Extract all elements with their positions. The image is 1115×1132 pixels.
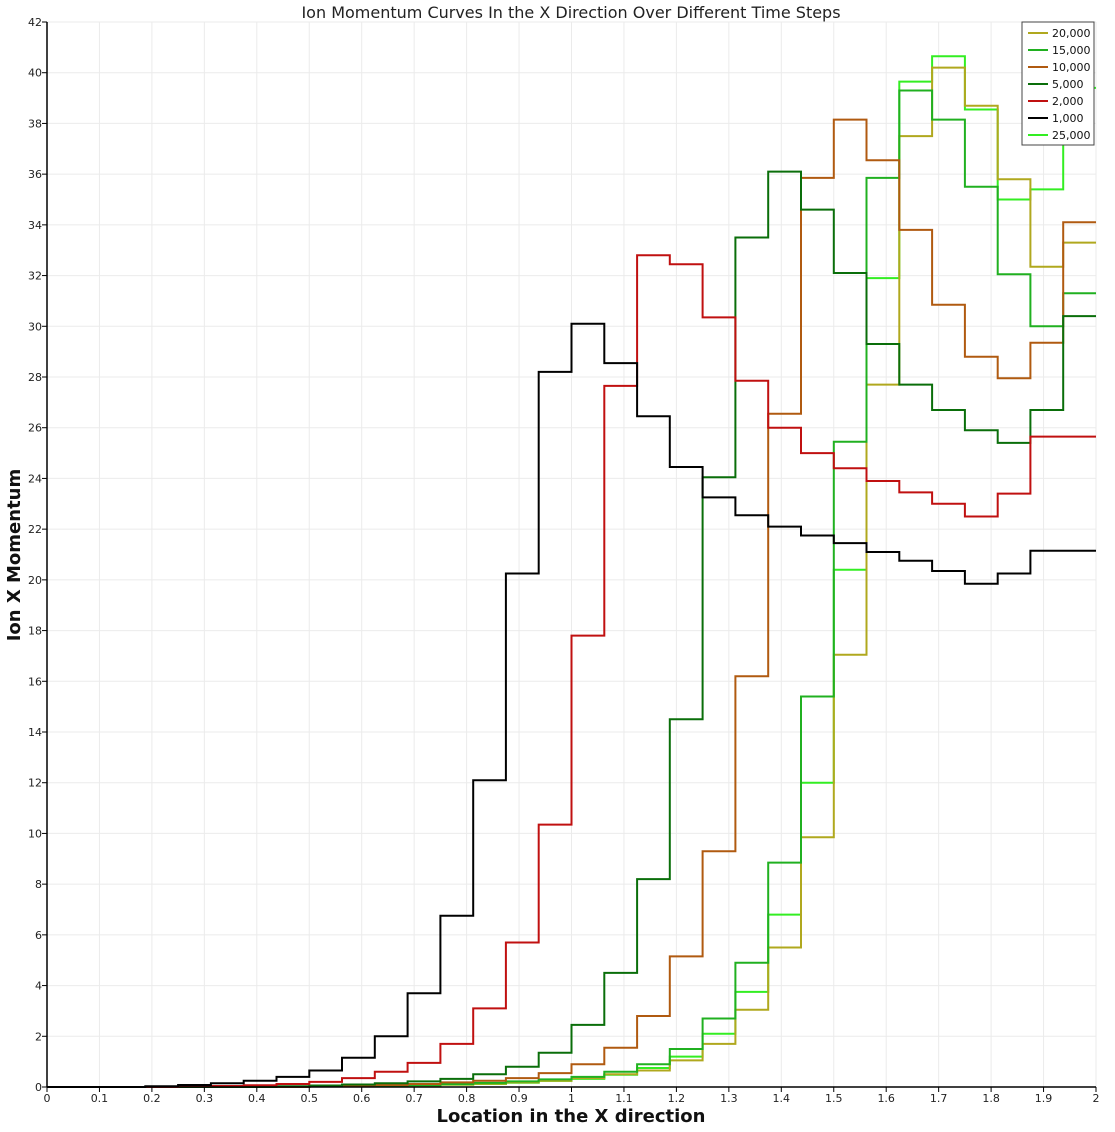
legend: 20,000 15,000 10,000 5,000 2,000 1,000 25,000: [1021, 21, 1095, 146]
x-tick-label: 1.6: [877, 1092, 895, 1105]
y-axis-label: Ion X Momentum: [4, 469, 25, 642]
y-tick-label: 6: [35, 929, 42, 942]
y-tick-label: 10: [28, 827, 42, 840]
x-tick-label: 2: [1093, 1092, 1100, 1105]
x-tick-label: 1.5: [825, 1092, 843, 1105]
x-tick-label: 0.1: [91, 1092, 109, 1105]
y-tick-label: 34: [28, 219, 42, 232]
legend-entry: 5,000: [1052, 78, 1084, 91]
legend-entry: 25,000: [1052, 129, 1091, 142]
y-tick-label: 12: [28, 777, 42, 790]
y-tick-label: 38: [28, 117, 42, 130]
x-tick-label: 0.2: [143, 1092, 161, 1105]
y-tick-label: 36: [28, 168, 42, 181]
y-tick-label: 18: [28, 625, 42, 638]
y-tick-label: 2: [35, 1030, 42, 1043]
y-tick-label: 26: [28, 422, 42, 435]
x-tick-label: 1.7: [930, 1092, 948, 1105]
x-tick-label: 0.3: [196, 1092, 214, 1105]
x-tick-label: 1.1: [615, 1092, 633, 1105]
x-tick-label: 0.4: [248, 1092, 266, 1105]
y-tick-label: 0: [35, 1081, 42, 1094]
x-tick-label: 0.6: [353, 1092, 371, 1105]
series-line-2000: [47, 254, 1096, 1088]
x-tick-label: 1: [568, 1092, 575, 1105]
x-axis-label: Location in the X direction: [437, 1106, 706, 1127]
y-tick-label: 24: [28, 472, 42, 485]
x-tick-label: 0.7: [405, 1092, 423, 1105]
series-line-5000: [47, 170, 1096, 1088]
grid-lines: [46, 21, 1097, 1088]
x-tick-label: 1.9: [1035, 1092, 1053, 1105]
y-tick-label: 20: [28, 574, 42, 587]
legend-entry: 10,000: [1052, 61, 1091, 74]
y-tick-label: 30: [28, 320, 42, 333]
x-tick-label: 1.4: [773, 1092, 791, 1105]
chart-title: Ion Momentum Curves In the X Direction O…: [301, 3, 840, 22]
x-tick-label: 0.5: [301, 1092, 319, 1105]
y-tick-label: 32: [28, 270, 42, 283]
x-tick-label: 0.9: [510, 1092, 528, 1105]
y-tick-label: 14: [28, 726, 42, 739]
x-tick-label: 0.8: [458, 1092, 476, 1105]
y-tick-label: 16: [28, 675, 42, 688]
x-tick-label: 0: [44, 1092, 51, 1105]
x-tick-label: 1.2: [668, 1092, 686, 1105]
y-tick-label: 42: [28, 16, 42, 29]
y-tick-label: 8: [35, 878, 42, 891]
legend-entry: 20,000: [1052, 27, 1091, 40]
y-tick-label: 22: [28, 523, 42, 536]
y-tick-label: 40: [28, 67, 42, 80]
legend-entry: 1,000: [1052, 112, 1084, 125]
y-tick-label: 4: [35, 980, 42, 993]
series-line-1000: [47, 322, 1096, 1088]
axis-ticks: 0 0.1 0.2 0.3 0.4 0.5 0.6 0.7 0.8 0.9 1 1.1 1.2 1.3 1.…: [28, 16, 1100, 1105]
legend-entry: 15,000: [1052, 44, 1091, 57]
x-tick-label: 1.8: [982, 1092, 1000, 1105]
x-tick-label: 1.3: [720, 1092, 738, 1105]
y-tick-label: 28: [28, 371, 42, 384]
legend-entry: 2,000: [1052, 95, 1084, 108]
